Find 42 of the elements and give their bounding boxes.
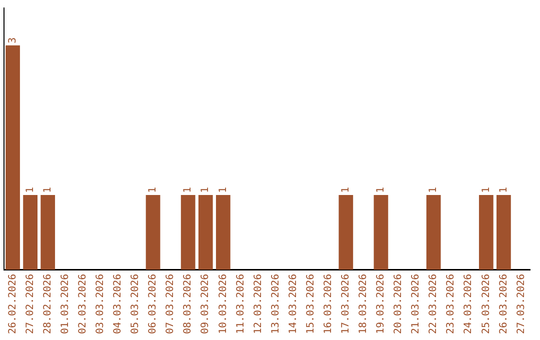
data-label: 1 — [480, 186, 492, 193]
x-tick-label: 16.03.2026 — [322, 274, 334, 334]
x-tick-label: 28.02.2026 — [42, 274, 54, 334]
data-label: 1 — [42, 186, 54, 193]
data-label: 1 — [340, 186, 352, 193]
data-label: 1 — [24, 186, 36, 193]
x-tick-label: 08.03.2026 — [182, 274, 194, 334]
x-tick-label: 25.03.2026 — [480, 274, 492, 334]
x-tick-label: 26.03.2026 — [498, 274, 510, 334]
x-tick-label: 02.03.2026 — [77, 274, 88, 334]
x-tick-label: 10.03.2026 — [218, 274, 229, 334]
data-label: 3 — [7, 37, 18, 44]
x-tick-label: 22.03.2026 — [428, 274, 440, 334]
x-tick-label: 15.03.2026 — [305, 274, 316, 334]
x-tick-label: 09.03.2026 — [200, 274, 212, 334]
data-label: 1 — [200, 186, 212, 193]
x-tick-label: 05.03.2026 — [130, 274, 142, 334]
x-tick-label: 24.03.2026 — [463, 274, 474, 334]
x-tick-label: 27.03.2026 — [516, 274, 527, 334]
x-tick-label: 01.03.2026 — [60, 274, 71, 334]
x-tick-label: 07.03.2026 — [165, 274, 176, 334]
x-tick-label: 27.02.2026 — [24, 274, 36, 334]
x-tick-label: 19.03.2026 — [376, 274, 387, 334]
data-label: 1 — [428, 186, 440, 193]
x-tick-label: 04.03.2026 — [112, 274, 124, 334]
data-label: 1 — [182, 186, 194, 193]
x-tick-label: 20.03.2026 — [393, 274, 404, 334]
data-label: 1 — [376, 186, 387, 193]
x-tick-label: 23.03.2026 — [446, 274, 457, 334]
x-tick-label: 06.03.2026 — [148, 274, 159, 334]
x-tick-label: 17.03.2026 — [340, 274, 352, 334]
x-tick-label: 03.03.2026 — [95, 274, 106, 334]
x-tick-label: 18.03.2026 — [358, 274, 370, 334]
x-tick-label: 11.03.2026 — [235, 274, 246, 334]
data-label: 1 — [498, 186, 510, 193]
data-label: 1 — [218, 186, 229, 193]
x-tick-label: 14.03.2026 — [288, 274, 299, 334]
x-tick-label: 13.03.2026 — [270, 274, 282, 334]
data-label: 1 — [148, 186, 159, 193]
x-tick-label: 21.03.2026 — [410, 274, 422, 334]
x-tick-label: 12.03.2026 — [252, 274, 264, 334]
x-tick-label: 26.02.2026 — [7, 274, 18, 334]
